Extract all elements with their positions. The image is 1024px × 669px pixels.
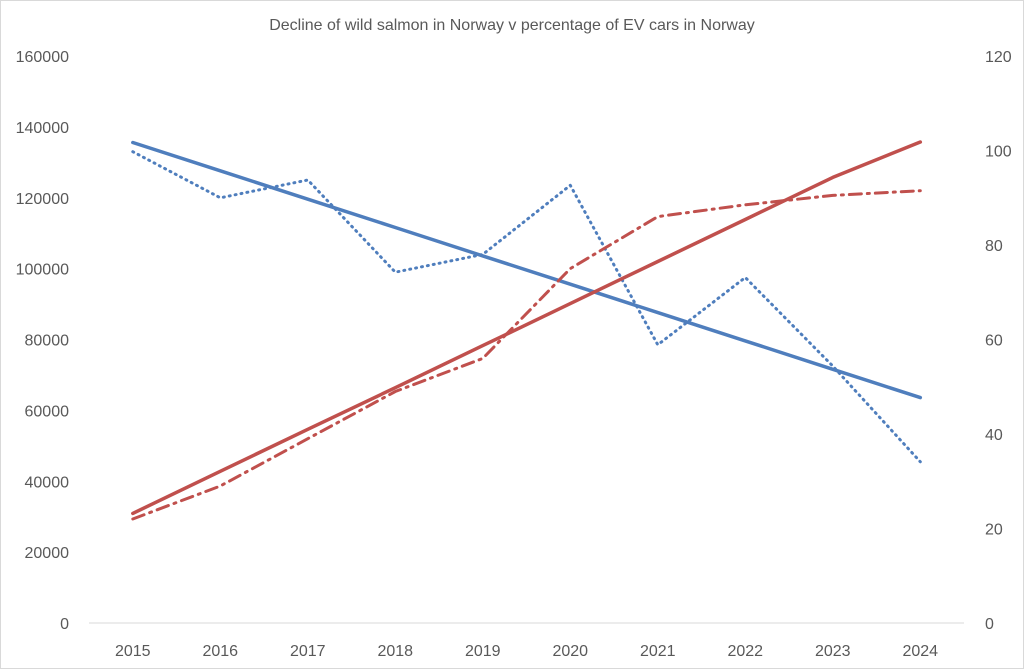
x-tick-label: 2024 <box>902 643 938 660</box>
right-tick-label: 60 <box>985 333 1003 350</box>
series-layer <box>131 140 923 521</box>
x-tick-label: 2023 <box>815 643 851 660</box>
left-tick-label: 60000 <box>25 403 70 420</box>
right-tick-label: 120 <box>985 49 1012 66</box>
x-tick-label: 2018 <box>377 643 413 660</box>
x-tick-label: 2019 <box>465 643 501 660</box>
left-tick-label: 100000 <box>16 262 69 279</box>
left-tick-label: 40000 <box>25 474 70 491</box>
left-tick-label: 80000 <box>25 333 70 350</box>
series-line-dotted-left <box>131 150 922 464</box>
x-tick-label: 2016 <box>202 643 238 660</box>
chart-title: Decline of wild salmon in Norway v perce… <box>269 17 755 34</box>
x-tick-label: 2015 <box>115 643 151 660</box>
left-axis-ticks: 0 20000 40000 60000 80000 100000 120000 140000 1… <box>16 49 69 633</box>
right-tick-label: 80 <box>985 238 1003 255</box>
right-tick-label: 100 <box>985 144 1012 161</box>
left-tick-label: 140000 <box>16 120 69 137</box>
x-tick-label: 2022 <box>727 643 763 660</box>
x-tick-label: 2017 <box>290 643 326 660</box>
series-line-solid-left <box>131 140 923 400</box>
x-axis-ticks: 2015 2016 2017 2018 2019 2020 2021 2022 2023 2024 <box>115 643 938 660</box>
right-tick-label: 40 <box>985 427 1003 444</box>
series-line-solid-right <box>131 140 923 516</box>
left-tick-label: 0 <box>60 616 69 633</box>
right-tick-label: 0 <box>985 616 994 633</box>
x-tick-label: 2020 <box>552 643 588 660</box>
series-line-dashdot-right <box>131 189 922 521</box>
left-tick-label: 20000 <box>25 545 70 562</box>
right-axis-ticks: 0 20 40 60 80 100 120 <box>985 49 1012 633</box>
x-tick-label: 2021 <box>640 643 676 660</box>
left-tick-label: 160000 <box>16 49 69 66</box>
left-tick-label: 120000 <box>16 191 69 208</box>
right-tick-label: 20 <box>985 522 1003 539</box>
